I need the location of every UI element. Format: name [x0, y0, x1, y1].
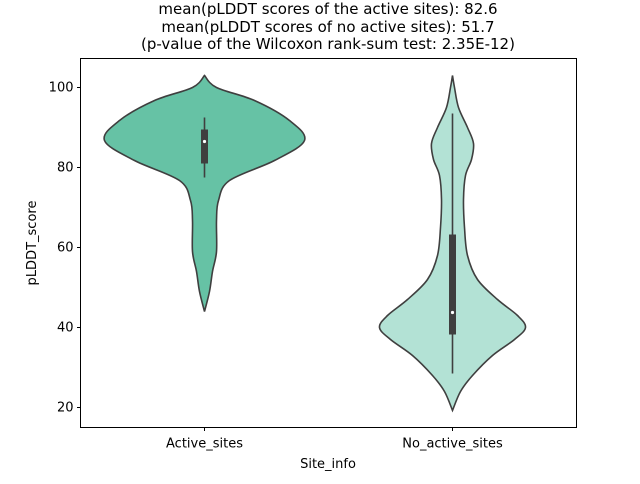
median-dot-No_active_sites [450, 310, 455, 315]
chart-title-line-3: (p-value of the Wilcoxon rank-sum test: … [141, 35, 515, 53]
y-tick-label: 60 [57, 241, 74, 256]
y-tick-label: 100 [49, 81, 74, 96]
iqr-box-No_active_sites [449, 234, 456, 335]
chart-title-line-2: mean(pLDDT scores of no active sites): 5… [161, 18, 494, 36]
y-axis-label: pLDDT_score [25, 201, 40, 286]
y-tick-label: 40 [57, 321, 74, 336]
y-tick-label: 20 [57, 401, 74, 416]
x-axis-label: Site_info [300, 457, 356, 472]
chart-title-line-1: mean(pLDDT scores of the active sites): … [158, 0, 497, 18]
y-tick-label: 80 [57, 161, 74, 176]
median-dot-Active_sites [202, 139, 207, 144]
x-tick-label: No_active_sites [402, 437, 503, 452]
x-axis-ticks: Active_sites No_active_sites [166, 427, 503, 452]
plot-area [103, 74, 527, 413]
axes-frame [80, 58, 577, 428]
violin-Active_sites [103, 74, 306, 312]
iqr-box-Active_sites [201, 129, 208, 164]
y-axis-ticks: 20 40 60 80 100 [49, 81, 81, 416]
x-tick-label: Active_sites [166, 437, 243, 452]
